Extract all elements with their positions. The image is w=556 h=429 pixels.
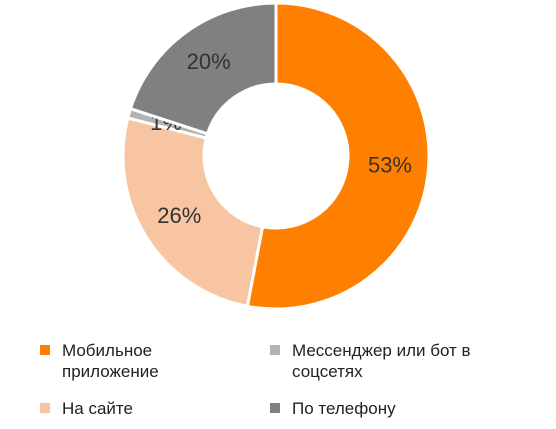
legend-swatch [40,403,50,413]
legend-item: По телефону [270,398,512,419]
legend-swatch [270,345,280,355]
legend-swatch [270,403,280,413]
chart: 53%26%1%20% [121,1,431,311]
legend-label: На сайте [62,399,133,418]
data-label: 53% [368,153,412,178]
data-label: 26% [157,203,201,228]
legend-item: Мобильное приложение [40,340,192,382]
donut-segment [121,116,265,309]
legend-item: На сайте [40,398,192,419]
legend-label: Мобильное приложение [62,341,159,381]
legend-swatch [40,345,50,355]
legend-label: Мессенджер или бот в соцсетях [292,341,471,381]
donut-segment [245,1,431,311]
data-label: 20% [187,49,231,74]
donut-segment [128,1,278,136]
legend-item: Мессенджер или бот в соцсетях [270,340,512,382]
legend-label: По телефону [292,399,396,418]
